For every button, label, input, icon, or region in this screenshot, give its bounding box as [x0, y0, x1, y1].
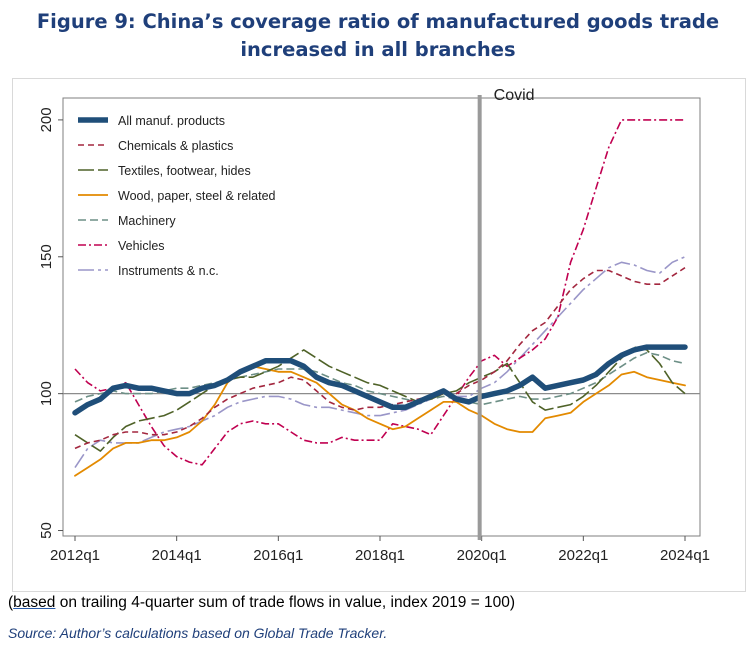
legend-label: Machinery	[118, 214, 176, 228]
series-line-all-manuf-products	[72, 344, 688, 416]
covid-marker-group: Covid	[477, 87, 535, 540]
series-line-wood-paper-steel-related	[74, 365, 686, 477]
x-tick-label: 2018q1	[355, 547, 405, 564]
x-axis: 2012q1 2014q1 2016q1 2018q1 2020q1 2022q1 2024…	[50, 536, 710, 564]
plot-area	[62, 97, 701, 537]
title-line-2: increased in all branches	[240, 38, 516, 61]
legend-label: Instruments & n.c.	[118, 264, 219, 278]
source-note: Source: Author’s calculations based on G…	[8, 625, 388, 641]
legend-label: Wood, paper, steel & related	[118, 189, 276, 203]
x-tick-label: 2022q1	[558, 547, 608, 564]
series-group	[72, 119, 688, 477]
x-tick-label: 2024q1	[660, 547, 710, 564]
y-tick-label: 100	[38, 381, 55, 406]
covid-label: Covid	[494, 87, 535, 104]
legend-label: Chemicals & plastics	[118, 139, 233, 153]
y-tick-label: 200	[38, 107, 55, 132]
note-text: on trailing 4-quarter sum of trade flows…	[55, 594, 516, 611]
chart-note: (based on trailing 4-quarter sum of trad…	[8, 594, 515, 612]
note-based-link[interactable]: based	[13, 594, 56, 611]
series-line-vehicles	[74, 119, 685, 466]
series-line-chemicals-plastics	[74, 267, 686, 450]
figure-title: Figure 9: China’s coverage ratio of manu…	[0, 8, 756, 64]
legend-label: Vehicles	[118, 239, 165, 253]
y-axis: 50 100 150 200	[38, 107, 63, 539]
note-open: (	[8, 594, 14, 611]
x-tick-label: 2020q1	[457, 547, 507, 564]
legend-label: Textiles, footwear, hides	[118, 164, 251, 178]
series-line-machinery	[74, 351, 686, 406]
x-tick-label: 2012q1	[50, 547, 100, 564]
series-line-textiles-footwear-hides	[74, 346, 686, 452]
line-chart: 50 100 150 200 2012q1 2014q1 2016q1 2018q1 2020…	[38, 87, 710, 564]
title-line-1: Figure 9: China’s coverage ratio of manu…	[36, 10, 720, 33]
legend-label: All manuf. products	[118, 114, 225, 128]
series-line-instruments-n-c	[74, 256, 686, 469]
y-tick-label: 150	[38, 244, 55, 269]
x-tick-label: 2014q1	[152, 547, 202, 564]
legend: All manuf. products Chemicals & plastics T…	[78, 114, 276, 278]
y-tick-label: 50	[38, 522, 55, 539]
x-tick-label: 2016q1	[253, 547, 303, 564]
